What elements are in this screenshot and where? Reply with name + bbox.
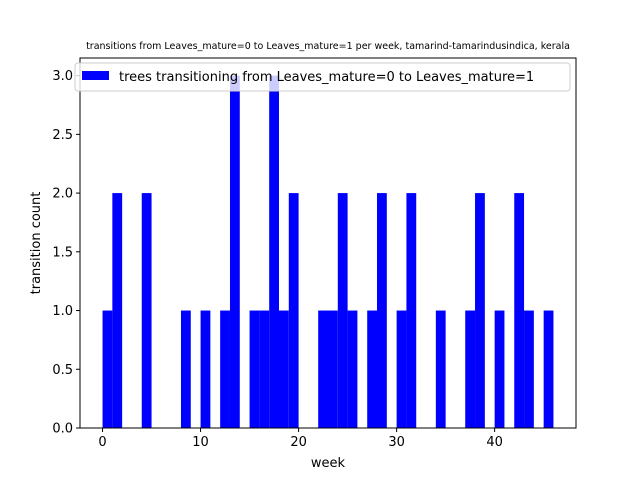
bar: [229, 75, 240, 429]
bar: [475, 193, 485, 428]
legend-swatch: [82, 71, 109, 80]
bar: [465, 310, 476, 428]
legend-box: [74, 62, 571, 92]
bar: [514, 193, 525, 428]
bar: [180, 310, 191, 428]
legend: trees transitioning from Leaves_mature=0…: [74, 62, 571, 92]
bar: [435, 310, 446, 428]
bar: [524, 310, 534, 428]
y-axis-label: transition count: [29, 192, 44, 295]
x-axis-label: week: [311, 456, 346, 471]
bar: [259, 310, 270, 428]
bar: [347, 310, 358, 428]
y-tick-label: 1.0: [52, 304, 73, 319]
bar: [318, 310, 328, 428]
bar: [200, 310, 211, 428]
bar: [220, 310, 230, 428]
bar: [337, 193, 348, 428]
x-tick-label: 40: [486, 435, 503, 450]
bar: [328, 310, 338, 428]
bar: [141, 193, 152, 428]
y-tick-label: 2.5: [52, 128, 73, 143]
x-axis-ticks: 0 10 20 30 40: [98, 428, 503, 450]
y-tick-label: 0.5: [52, 363, 73, 378]
bars: [102, 75, 554, 429]
bar: [269, 75, 279, 429]
y-axis-ticks: 0.0 0.5 1.0 1.5 2.0 2.5 3.0: [52, 69, 80, 437]
bar: [112, 193, 123, 428]
y-tick-label: 0.0: [52, 422, 73, 437]
chart-title: transitions from Leaves_mature=0 to Leav…: [86, 41, 570, 52]
bar: [249, 310, 260, 428]
bar: [278, 310, 289, 428]
bar: [367, 310, 378, 428]
bar: [288, 193, 299, 428]
legend-label: trees transitioning from Leaves_mature=0…: [119, 70, 534, 85]
y-tick-label: 1.5: [52, 245, 73, 260]
bar: [396, 310, 407, 428]
bar: [377, 193, 387, 428]
bar: [543, 310, 554, 428]
bar: [102, 310, 113, 428]
x-tick-label: 10: [192, 435, 209, 450]
y-tick-label: 2.0: [52, 187, 73, 202]
bar: [406, 193, 417, 428]
x-tick-label: 30: [388, 435, 405, 450]
y-tick-label: 3.0: [52, 69, 73, 84]
x-tick-label: 0: [98, 435, 106, 450]
bar: [494, 310, 505, 428]
plot-frame: [79, 57, 577, 429]
x-tick-label: 20: [290, 435, 307, 450]
